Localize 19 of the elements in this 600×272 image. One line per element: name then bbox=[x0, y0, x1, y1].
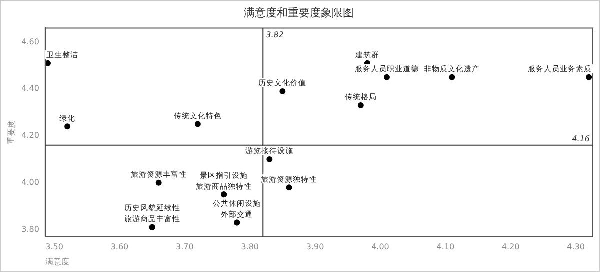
y-tick-label: 4.00 bbox=[22, 178, 40, 187]
x-tick-label: 4.00 bbox=[372, 242, 390, 252]
x-tick-label: 4.30 bbox=[567, 242, 585, 252]
y-tick-label: 3.80 bbox=[22, 224, 40, 234]
ref-line-label: 3.82 bbox=[266, 30, 284, 40]
x-tick-label: 3.90 bbox=[306, 242, 324, 252]
y-tick-label: 4.20 bbox=[22, 131, 40, 140]
x-tick-label: 4.10 bbox=[436, 242, 455, 252]
ref-line-label: 4.16 bbox=[572, 134, 590, 144]
x-axis-title: 满意度 bbox=[45, 257, 70, 266]
x-tick-label: 3.80 bbox=[241, 242, 260, 252]
x-tick-label: 4.20 bbox=[502, 242, 520, 252]
x-tick-label: 3.50 bbox=[46, 242, 64, 252]
chart-title: 满意度和重要度象限图 bbox=[244, 6, 354, 20]
y-axis-title: 重要度 bbox=[6, 120, 16, 144]
x-tick-label: 3.60 bbox=[110, 242, 129, 252]
y-tick-label: 4.60 bbox=[22, 37, 40, 46]
y-tick-label: 4.40 bbox=[22, 84, 40, 94]
x-tick-label: 3.70 bbox=[176, 242, 194, 252]
